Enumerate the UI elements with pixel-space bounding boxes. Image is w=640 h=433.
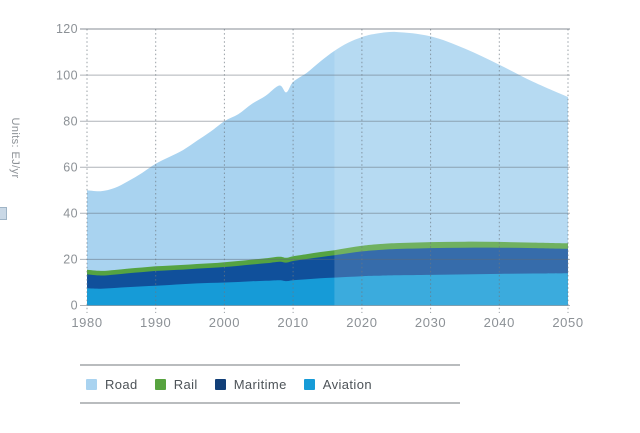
maritime-color-swatch — [214, 378, 226, 390]
rail-color-swatch — [154, 378, 166, 390]
y-tick-label: 0 — [71, 299, 78, 313]
x-tick-label: 2050 — [552, 315, 583, 330]
legend-item-road: Road — [86, 377, 138, 392]
x-tick-label: 2030 — [415, 315, 446, 330]
x-tick-label: 2020 — [346, 315, 377, 330]
x-tick-label: 2010 — [277, 315, 308, 330]
legend-item-maritime: Maritime — [214, 376, 287, 392]
x-tick-label: 2040 — [484, 315, 515, 330]
legend-label-maritime: Maritime — [233, 376, 287, 392]
y-tick-label: 60 — [63, 160, 78, 174]
x-tick-label: 1990 — [140, 315, 171, 330]
chart-legend: Road Rail Maritime Aviation — [80, 364, 460, 404]
aviation-color-swatch — [303, 378, 315, 390]
area-aviation — [87, 273, 568, 306]
legend-item-aviation: Aviation — [303, 376, 372, 392]
x-tick-label: 1980 — [71, 315, 102, 330]
legend-label-road: Road — [105, 376, 138, 392]
y-tick-label: 100 — [56, 68, 78, 82]
x-tick-label: 2000 — [209, 315, 240, 330]
legend-label-aviation: Aviation — [322, 376, 372, 392]
legend-item-rail: Rail — [154, 376, 198, 392]
road-color-swatch — [86, 378, 97, 390]
y-tick-label: 20 — [63, 253, 78, 267]
legend-label-rail: Rail — [173, 376, 198, 392]
page-edge-marker — [0, 207, 7, 220]
y-tick-label: 40 — [63, 207, 78, 221]
y-tick-label: 80 — [63, 114, 78, 128]
y-tick-label: 120 — [56, 22, 78, 36]
area-road — [87, 31, 568, 306]
